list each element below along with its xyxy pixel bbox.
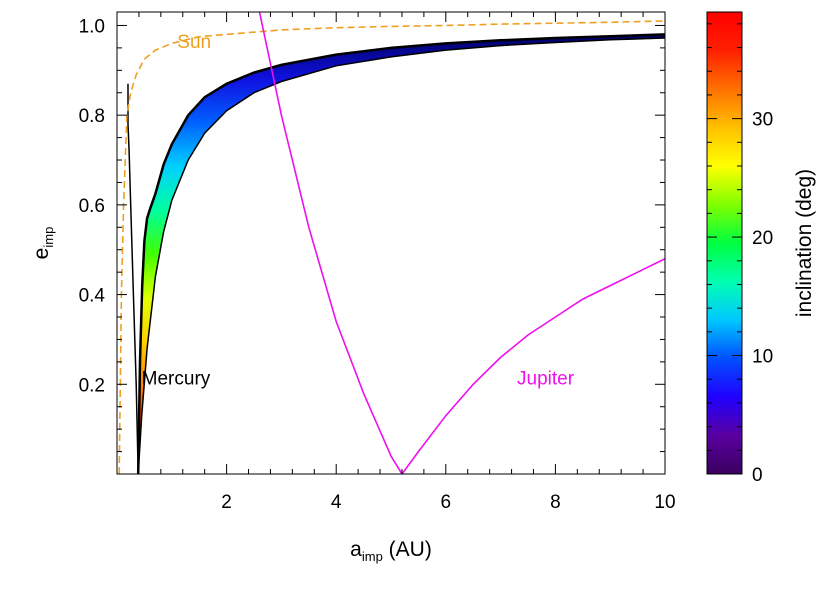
colorbar-axis: 0 10 20 30 xyxy=(707,23,773,486)
x-axis-title-suffix: (AU) xyxy=(383,538,432,561)
axes: 2 4 6 8 10 0.2 0.4 0.6 0.8 1.0 xyxy=(79,12,676,513)
y-tick-label: 0.4 xyxy=(79,286,106,307)
x-tick-label: 4 xyxy=(331,492,342,513)
x-tick-label: 6 xyxy=(441,492,452,513)
x-tick-label: 8 xyxy=(550,492,561,513)
x-tick-label: 10 xyxy=(654,492,675,513)
colorbar-tick-label: 0 xyxy=(752,465,763,486)
series-line-jupiter xyxy=(258,12,665,474)
y-tick-label: 0.6 xyxy=(79,196,105,217)
colorbar xyxy=(706,11,743,475)
annotations: Sun Mercury Jupiter xyxy=(142,32,575,389)
x-axis-title-sub: imp xyxy=(362,549,383,564)
y-axis-title-sub: imp xyxy=(41,227,56,248)
colorbar-tick-label: 20 xyxy=(752,228,773,249)
colorbar-tick-label: 10 xyxy=(752,347,773,368)
x-axis-title-main: a xyxy=(350,538,362,561)
annotation-sun: Sun xyxy=(177,32,211,53)
plot-frame xyxy=(116,11,666,475)
mercury-band-lower-edge xyxy=(137,37,665,474)
annotation-jupiter: Jupiter xyxy=(517,368,575,389)
series-line-sun xyxy=(118,20,665,474)
y-tick-label: 1.0 xyxy=(79,16,105,37)
annotation-mercury: Mercury xyxy=(142,368,211,389)
mercury-band-left-edge xyxy=(127,83,139,474)
plot-area xyxy=(118,12,665,474)
colorbar-tick-label: 30 xyxy=(752,110,773,131)
x-axis-title: aimp (AU) xyxy=(350,538,432,564)
colorbar-title: inclination (deg) xyxy=(793,169,816,317)
mercury-band-fill xyxy=(138,34,665,474)
mercury-band-upper-edge xyxy=(136,33,665,474)
y-axis-title-main: e xyxy=(30,248,53,260)
y-axis-title: eimp xyxy=(30,227,56,260)
y-tick-label: 0.2 xyxy=(79,375,105,396)
x-tick-label: 2 xyxy=(221,492,232,513)
y-tick-label: 0.8 xyxy=(79,106,105,127)
